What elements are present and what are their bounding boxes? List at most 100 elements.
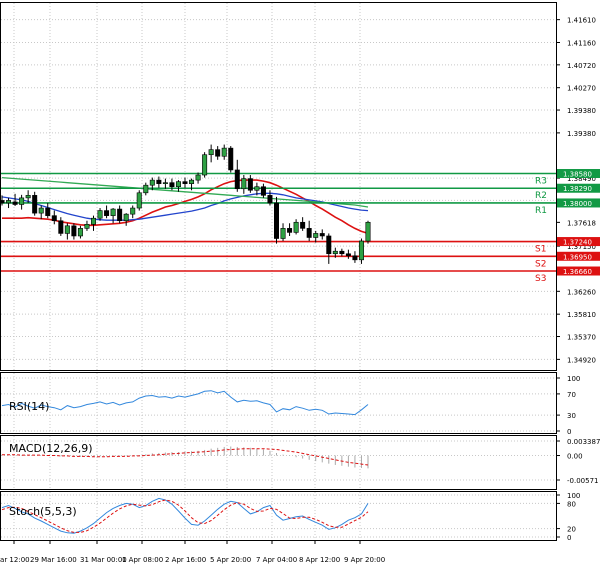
candle bbox=[84, 220, 90, 231]
macd-y-tick-label: 0.00 bbox=[567, 453, 583, 461]
level-price-tag-text: 1.36950 bbox=[563, 253, 592, 261]
stoch-panel-frame bbox=[0, 491, 557, 541]
candle bbox=[117, 205, 123, 224]
candle bbox=[25, 190, 31, 203]
price-y-tick-label: 1.40720 bbox=[567, 62, 596, 70]
level-price-tag-r1 bbox=[557, 198, 600, 208]
macd-title: MACD(12,26,9) bbox=[9, 442, 93, 455]
candle bbox=[332, 247, 338, 258]
candle bbox=[202, 152, 208, 178]
stoch-d-line bbox=[1, 499, 369, 533]
candle bbox=[326, 233, 332, 264]
candle bbox=[182, 177, 188, 188]
moving-average-line-3 bbox=[1, 176, 369, 208]
candle bbox=[287, 223, 293, 236]
candle bbox=[293, 219, 299, 235]
candle bbox=[104, 205, 110, 219]
price-y-tick-label: 1.37150 bbox=[567, 243, 596, 251]
candle bbox=[38, 205, 44, 220]
level-price-tag-text: 1.38290 bbox=[563, 185, 592, 193]
stoch-y-tick-label: 20 bbox=[567, 526, 576, 534]
rsi-y-tick-label: 30 bbox=[567, 412, 576, 420]
candle bbox=[45, 202, 51, 219]
level-price-tag-s2 bbox=[557, 251, 600, 261]
candle bbox=[19, 194, 25, 210]
candle bbox=[77, 225, 83, 239]
stoch-title: Stoch(5,5,3) bbox=[9, 505, 77, 518]
level-label-s3: S3 bbox=[535, 274, 546, 284]
macd-panel-frame bbox=[0, 435, 557, 490]
macd-y-tick-label: 0.003387 bbox=[567, 438, 600, 446]
candle bbox=[32, 191, 38, 216]
level-price-tag-s1 bbox=[557, 237, 600, 247]
x-tick-label: 29 Mar 16:00 bbox=[30, 556, 77, 564]
rsi-y-tick-label: 0 bbox=[567, 428, 571, 436]
candle bbox=[143, 182, 149, 196]
x-tick-label: 2 Apr 16:00 bbox=[165, 556, 206, 564]
x-tick-label: 5 Apr 20:00 bbox=[210, 556, 251, 564]
candle bbox=[260, 183, 266, 198]
price-y-tick-label: 1.41610 bbox=[567, 17, 596, 25]
candle bbox=[208, 144, 214, 163]
candle bbox=[130, 205, 136, 219]
candle bbox=[306, 220, 312, 242]
stoch-y-tick-label: 0 bbox=[567, 534, 571, 542]
candle bbox=[358, 238, 364, 264]
candle bbox=[71, 223, 77, 240]
level-label-r1: R1 bbox=[535, 206, 547, 216]
candle bbox=[97, 208, 103, 221]
rsi-y-tick-label: 100 bbox=[567, 375, 580, 383]
candle bbox=[195, 172, 201, 184]
candle bbox=[169, 178, 175, 191]
x-tick-label: 8 Apr 12:00 bbox=[299, 556, 340, 564]
stoch-y-tick-label: 80 bbox=[567, 500, 576, 508]
candle bbox=[12, 193, 18, 207]
candle bbox=[64, 223, 70, 240]
level-price-tag-r3 bbox=[557, 169, 600, 179]
candle bbox=[51, 210, 57, 225]
candle bbox=[339, 248, 345, 257]
candle bbox=[352, 251, 358, 263]
x-tick-label: 7 Apr 04:00 bbox=[256, 556, 297, 564]
candle bbox=[149, 177, 155, 191]
rsi-title: RSI(14) bbox=[9, 400, 49, 413]
candle bbox=[280, 223, 286, 242]
candle bbox=[247, 175, 253, 193]
price-y-tick-label: 1.38490 bbox=[567, 175, 596, 183]
price-y-tick-label: 1.35370 bbox=[567, 334, 596, 342]
x-tick-label: 9 Apr 20:00 bbox=[344, 556, 385, 564]
candle bbox=[254, 182, 260, 196]
candle bbox=[189, 178, 195, 191]
candle bbox=[319, 229, 325, 240]
level-label-s2: S2 bbox=[535, 259, 546, 269]
candle bbox=[110, 208, 116, 224]
level-price-tag-text: 1.37240 bbox=[563, 239, 592, 247]
price-y-tick-label: 1.35810 bbox=[567, 311, 596, 319]
x-tick-label: 31 Mar 00:00 bbox=[80, 556, 127, 564]
level-price-tag-r2 bbox=[557, 183, 600, 193]
candle bbox=[175, 180, 181, 192]
stoch-k-line bbox=[1, 497, 369, 534]
current-price-label: 1.37618 bbox=[567, 219, 596, 227]
candle bbox=[136, 190, 142, 211]
moving-average-line-2 bbox=[1, 192, 369, 221]
price-y-tick-label: 1.39380 bbox=[567, 130, 596, 138]
candle bbox=[58, 217, 64, 236]
price-y-tick-label: 1.41160 bbox=[567, 39, 596, 47]
candle bbox=[221, 144, 227, 160]
rsi-y-tick-label: 70 bbox=[567, 391, 576, 399]
macd-signal-line bbox=[2, 448, 369, 466]
candle bbox=[0, 195, 5, 206]
level-label-r3: R3 bbox=[535, 177, 547, 187]
candle bbox=[6, 197, 12, 209]
price-panel-frame bbox=[0, 2, 557, 371]
stoch-y-tick-label: 100 bbox=[567, 492, 580, 500]
x-tick-label: Mar 12:00 bbox=[0, 556, 30, 564]
candle bbox=[300, 217, 306, 231]
candle bbox=[91, 215, 97, 231]
candle bbox=[228, 146, 234, 173]
level-price-tag-text: 1.36660 bbox=[563, 268, 592, 276]
price-y-tick-label: 1.39380 bbox=[567, 107, 596, 115]
